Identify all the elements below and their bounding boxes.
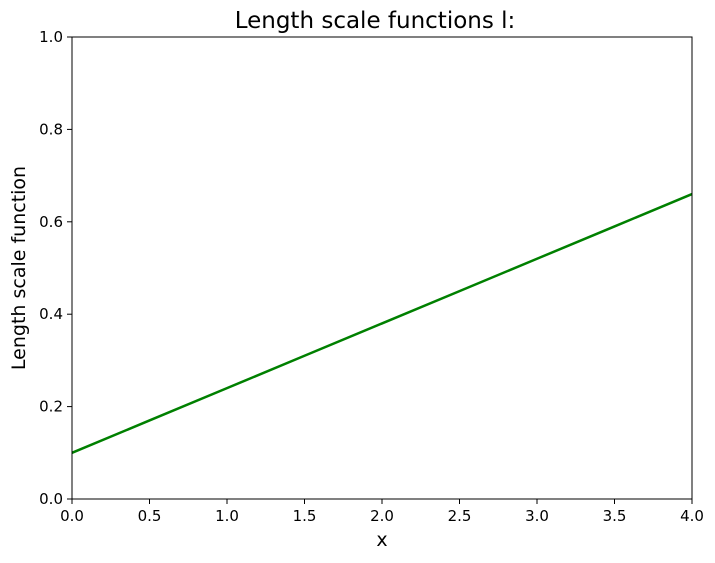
x-tick-label: 1.5: [293, 507, 317, 525]
x-tick-label: 0.5: [138, 507, 162, 525]
x-tick-label: 1.0: [215, 507, 239, 525]
x-axis-label: x: [376, 529, 387, 551]
y-tick-label: 0.2: [39, 398, 63, 416]
y-axis: 0.0 0.2 0.4 0.6 0.8 1.0: [39, 28, 72, 508]
series-line: [71, 192, 693, 454]
x-tick-label: 4.0: [680, 507, 704, 525]
y-tick-label: 0.6: [39, 213, 63, 231]
x-tick-label: 3.5: [603, 507, 627, 525]
x-tick-label: 2.5: [448, 507, 472, 525]
series-layer: [71, 192, 693, 454]
x-tick-label: 3.0: [525, 507, 549, 525]
y-tick-label: 0.8: [39, 120, 63, 138]
plot-area: [71, 36, 693, 500]
x-tick-label: 2.0: [370, 507, 394, 525]
x-tick-label: 0.0: [60, 507, 84, 525]
y-axis-label: Length scale function: [8, 166, 30, 370]
x-axis: 0.0 0.5 1.0 1.5 2.0 2.5 3.0 3.5 4.0: [60, 499, 704, 525]
y-tick-label: 1.0: [39, 28, 63, 46]
plot-frame: [72, 37, 692, 499]
y-tick-label: 0.0: [39, 490, 63, 508]
chart-title: Length scale functions l:: [235, 8, 516, 34]
y-tick-label: 0.4: [39, 305, 63, 323]
